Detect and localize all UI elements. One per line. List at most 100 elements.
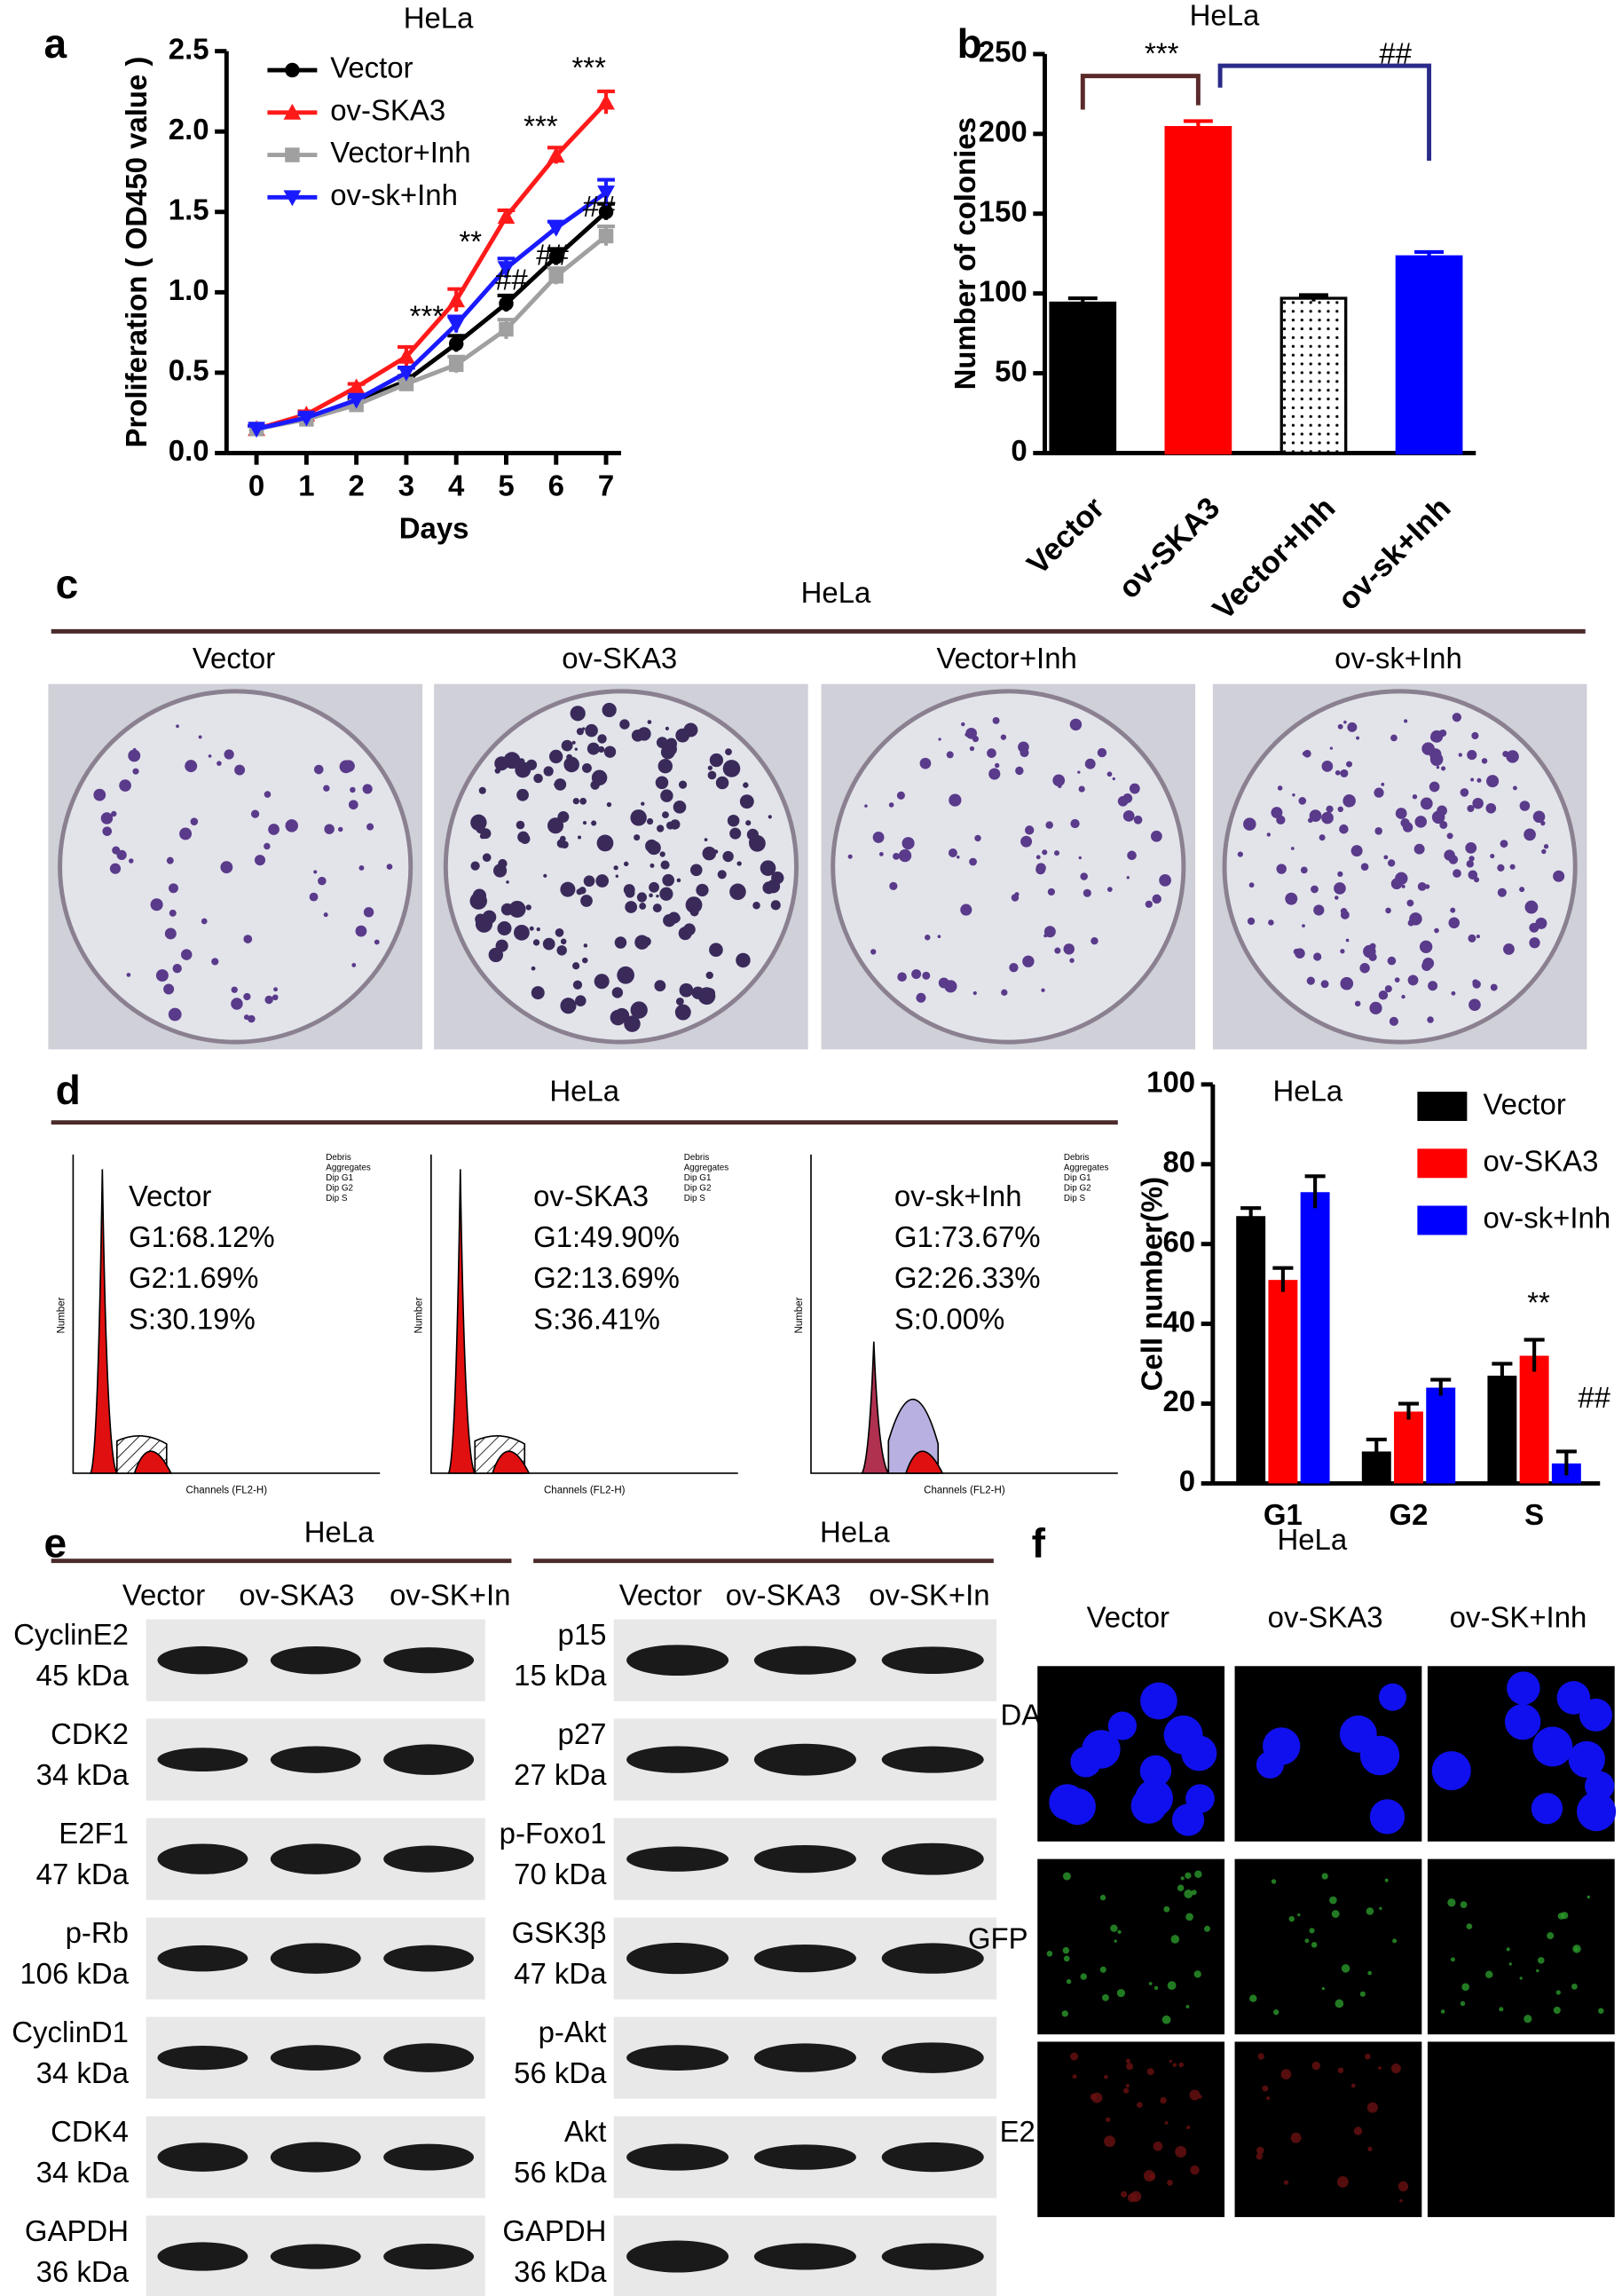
gfp-signal <box>1341 1964 1350 1973</box>
colony <box>1406 899 1414 907</box>
column-label: ov-SKA3 <box>1268 1600 1383 1633</box>
colony <box>946 751 954 759</box>
nucleus <box>1369 1799 1405 1834</box>
y-tick-label: 20 <box>1162 1385 1195 1417</box>
bar <box>1236 1216 1266 1484</box>
colony <box>571 740 576 745</box>
e2f1-signal <box>1256 2146 1264 2155</box>
gfp-signal <box>1099 1894 1106 1901</box>
colony <box>1465 841 1477 854</box>
colony <box>957 855 960 859</box>
colony <box>1466 860 1475 868</box>
colony <box>1042 849 1048 856</box>
colony <box>542 937 555 951</box>
kda-label: 47 kDa <box>36 1858 130 1890</box>
colony <box>1524 828 1536 841</box>
colony <box>1404 719 1408 723</box>
kda-label: 70 kDa <box>514 1858 607 1890</box>
colony <box>1439 820 1448 829</box>
colony <box>531 986 545 1000</box>
colony <box>516 820 525 830</box>
colony <box>506 880 509 884</box>
lane-label: ov-SKA3 <box>726 1579 841 1612</box>
colony <box>676 878 681 883</box>
colony <box>1247 917 1256 926</box>
gfp-signal <box>1447 1898 1456 1907</box>
bar <box>1049 301 1117 455</box>
band <box>753 2144 856 2170</box>
colony <box>1448 917 1461 929</box>
micrograph <box>1234 2041 1422 2218</box>
gfp-signal <box>1110 1924 1118 1932</box>
marker <box>497 261 516 278</box>
gfp-signal <box>1557 1913 1565 1920</box>
colony <box>713 754 720 761</box>
colony <box>254 855 266 866</box>
axis-label: Channels (FL2-H) <box>186 1486 268 1496</box>
colony <box>1295 948 1305 959</box>
colony <box>625 901 638 913</box>
marker <box>499 296 514 312</box>
colony <box>1337 723 1343 730</box>
panel-letter: a <box>43 20 67 67</box>
lane-label: ov-SK+In <box>390 1579 510 1612</box>
colony <box>1000 734 1007 740</box>
e2f1-signal <box>1167 2179 1173 2186</box>
colony <box>707 770 717 780</box>
gfp-signal <box>1180 1876 1185 1881</box>
colony <box>1385 907 1391 914</box>
colony <box>1384 985 1392 993</box>
colony <box>665 726 669 730</box>
colony <box>503 752 521 769</box>
colony <box>508 900 526 919</box>
e2f1-signal <box>1146 2068 1154 2076</box>
gfp-signal <box>1309 1928 1315 1934</box>
colony <box>1276 815 1286 825</box>
colony <box>179 827 193 840</box>
colony <box>1451 990 1456 996</box>
colony <box>561 739 573 752</box>
colony <box>1419 940 1433 954</box>
e2f1-signal <box>1137 2102 1143 2109</box>
e2f1-signal <box>1070 2052 1079 2061</box>
colony <box>1436 765 1440 769</box>
colony <box>582 727 586 730</box>
gfp-signal <box>1170 1935 1180 1944</box>
colony <box>1335 769 1341 776</box>
marker <box>497 208 516 225</box>
colony <box>969 857 977 866</box>
gfp-signal <box>1460 2000 1466 2007</box>
chart-title: HeLa <box>404 2 474 35</box>
colony <box>675 997 684 1006</box>
x-tick-label: 4 <box>448 469 465 502</box>
band <box>753 1645 856 1675</box>
x-tick-label: 2 <box>348 469 364 502</box>
colony <box>1043 926 1056 938</box>
gfp-signal <box>1519 1976 1523 1980</box>
colony <box>1387 956 1397 966</box>
colony <box>1476 935 1481 939</box>
colony <box>168 1007 182 1022</box>
colony <box>1303 749 1311 758</box>
colony <box>516 788 529 801</box>
colony <box>557 810 570 823</box>
y-tick-label: 60 <box>1162 1225 1195 1258</box>
colony <box>1409 912 1422 926</box>
band <box>270 1943 361 1974</box>
colony <box>1106 771 1113 777</box>
gfp-signal <box>1167 1981 1177 1991</box>
legend-swatch <box>1417 1205 1468 1235</box>
band <box>383 2043 475 2072</box>
legend-marker <box>285 147 300 162</box>
phase-text: G2:26.33% <box>894 1261 1041 1294</box>
axis-label: Channels (FL2-H) <box>924 1486 1005 1496</box>
marker <box>448 357 464 373</box>
colony <box>1490 853 1495 859</box>
phase-text: S:30.19% <box>129 1302 256 1335</box>
colony <box>662 873 675 887</box>
e2f1-signal <box>1350 2083 1356 2088</box>
gfp-signal <box>1553 2006 1561 2015</box>
colony <box>1468 870 1478 880</box>
band <box>626 1645 729 1677</box>
